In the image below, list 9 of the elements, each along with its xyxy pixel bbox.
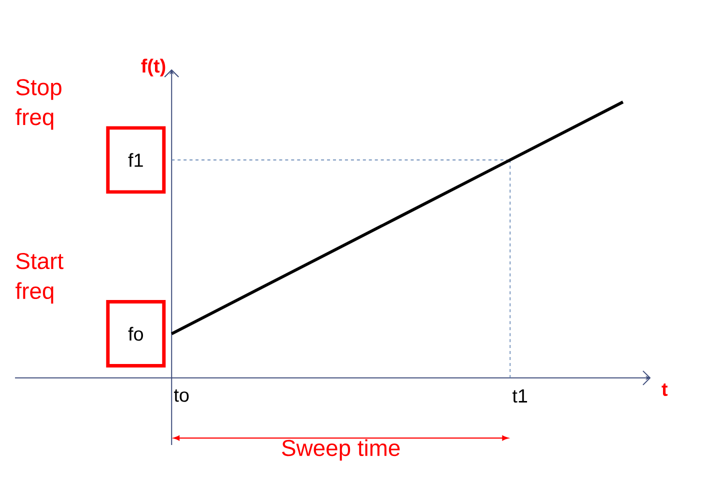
text: Start freq: [16, 252, 64, 304]
x-tick-label: to: [174, 389, 189, 402]
annotation: f1: [128, 153, 143, 167]
annotation: fo: [128, 326, 143, 341]
text: Sweep time: [282, 439, 400, 461]
x-axis-title: t: [662, 383, 668, 396]
text: Stop freq: [16, 79, 62, 130]
x-tick-label: t1: [512, 389, 528, 403]
y-axis-title: f(t): [141, 58, 166, 76]
